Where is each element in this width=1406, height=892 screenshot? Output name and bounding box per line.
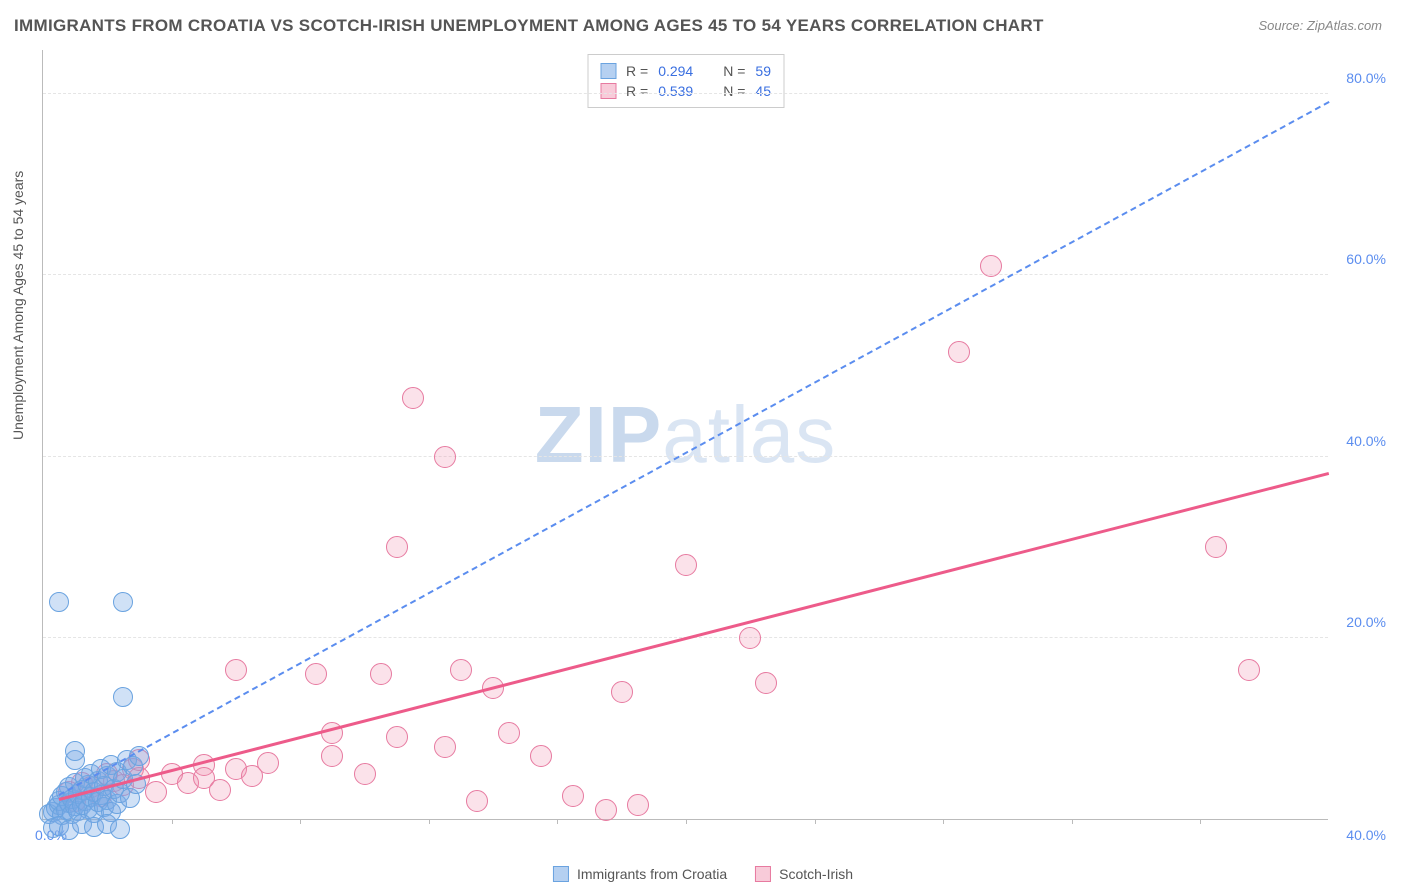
- y-tick-label: 60.0%: [1346, 251, 1386, 267]
- data-point-pink: [450, 659, 472, 681]
- data-point-pink: [386, 726, 408, 748]
- legend-item-blue: Immigrants from Croatia: [553, 866, 727, 882]
- x-tick-mark: [686, 819, 687, 824]
- x-tick-mark: [815, 819, 816, 824]
- data-point-pink: [498, 722, 520, 744]
- data-point-pink: [257, 752, 279, 774]
- data-point-pink: [402, 387, 424, 409]
- data-point-pink: [530, 745, 552, 767]
- data-point-pink: [562, 785, 584, 807]
- chart-title: IMMIGRANTS FROM CROATIA VS SCOTCH-IRISH …: [14, 16, 1044, 36]
- scatter-plot-area: ZIPatlas R = 0.294N = 59R = 0.539N = 45 …: [42, 50, 1328, 820]
- legend-label: Immigrants from Croatia: [577, 866, 727, 882]
- r-value: 0.539: [658, 83, 693, 99]
- data-point-blue: [113, 687, 133, 707]
- data-point-pink: [611, 681, 633, 703]
- data-point-pink: [755, 672, 777, 694]
- r-label: R =: [626, 83, 648, 99]
- data-point-blue: [113, 592, 133, 612]
- y-tick-label: 40.0%: [1346, 433, 1386, 449]
- swatch-blue: [600, 63, 616, 79]
- data-point-pink: [980, 255, 1002, 277]
- swatch-blue: [553, 866, 569, 882]
- watermark: ZIPatlas: [535, 389, 836, 481]
- swatch-pink: [755, 866, 771, 882]
- y-tick-label: 20.0%: [1346, 614, 1386, 630]
- data-point-pink: [1205, 536, 1227, 558]
- series-legend: Immigrants from Croatia Scotch-Irish: [553, 866, 853, 882]
- data-point-pink: [370, 663, 392, 685]
- data-point-pink: [434, 446, 456, 468]
- y-axis-label: Unemployment Among Ages 45 to 54 years: [10, 171, 26, 440]
- source-attribution: Source: ZipAtlas.com: [1258, 18, 1382, 33]
- n-label: N =: [723, 83, 745, 99]
- data-point-pink: [948, 341, 970, 363]
- legend-item-pink: Scotch-Irish: [755, 866, 853, 882]
- gridline: [43, 274, 1328, 275]
- legend-label: Scotch-Irish: [779, 866, 853, 882]
- correlation-legend: R = 0.294 N = 59 R = 0.539 N = 45: [587, 54, 784, 108]
- data-point-pink: [145, 781, 167, 803]
- n-value: 59: [755, 63, 771, 79]
- data-point-pink: [321, 745, 343, 767]
- data-point-pink: [595, 799, 617, 821]
- gridline: [43, 456, 1328, 457]
- data-point-pink: [1238, 659, 1260, 681]
- n-label: N =: [723, 63, 745, 79]
- data-point-pink: [627, 794, 649, 816]
- data-point-pink: [434, 736, 456, 758]
- data-point-pink: [739, 627, 761, 649]
- swatch-pink: [600, 83, 616, 99]
- x-tick-mark: [300, 819, 301, 824]
- x-tick-mark: [1200, 819, 1201, 824]
- y-tick-label: 80.0%: [1346, 70, 1386, 86]
- data-point-pink: [466, 790, 488, 812]
- watermark-light: atlas: [662, 390, 836, 479]
- trend-line-blue: [59, 101, 1330, 796]
- data-point-pink: [209, 779, 231, 801]
- r-label: R =: [626, 63, 648, 79]
- x-tick-mark: [429, 819, 430, 824]
- watermark-bold: ZIP: [535, 390, 662, 479]
- data-point-blue: [110, 819, 130, 839]
- n-value: 45: [755, 83, 771, 99]
- x-tick-mark: [1072, 819, 1073, 824]
- x-tick-mark: [943, 819, 944, 824]
- data-point-pink: [225, 659, 247, 681]
- x-tick-mark: [557, 819, 558, 824]
- data-point-pink: [305, 663, 327, 685]
- corr-row-pink: R = 0.539 N = 45: [600, 81, 771, 101]
- r-value: 0.294: [658, 63, 693, 79]
- data-point-pink: [675, 554, 697, 576]
- gridline: [43, 93, 1328, 94]
- corr-row-blue: R = 0.294 N = 59: [600, 61, 771, 81]
- x-tick-mark: [172, 819, 173, 824]
- data-point-pink: [354, 763, 376, 785]
- x-tick-label: 40.0%: [1346, 827, 1386, 843]
- data-point-blue: [49, 592, 69, 612]
- data-point-pink: [386, 536, 408, 558]
- data-point-blue: [65, 741, 85, 761]
